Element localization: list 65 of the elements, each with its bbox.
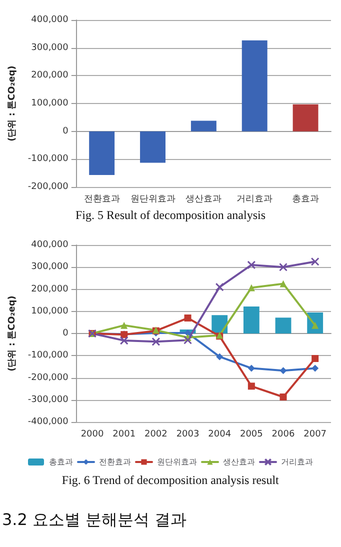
bar <box>89 131 115 176</box>
y-axis-title: (단위 : 톤CO₂eq) <box>8 296 18 372</box>
y-tick-label: 100,000 <box>31 306 69 316</box>
text: 3.2 요소별 분해분석 결과 <box>1 509 188 531</box>
point <box>248 382 255 390</box>
y-tick-label: -100,000 <box>28 350 69 361</box>
x-tick-label: 생산효과 <box>186 194 222 204</box>
point <box>248 364 255 372</box>
x-tick-label: 2004 <box>208 430 232 440</box>
x-tick-label: 2003 <box>176 430 200 440</box>
caption: Fig. 6 Trend of decomposition analysis result <box>62 473 280 487</box>
y-tick-label: 400,000 <box>31 15 69 25</box>
y-tick-label: -100,000 <box>28 154 69 164</box>
point <box>279 262 288 272</box>
legend-label: 생산효과 <box>223 458 255 466</box>
x-tick-label: 2006 <box>272 430 295 440</box>
x-tick-label: 2005 <box>240 430 263 440</box>
x-tick-label: 2000 <box>80 430 104 440</box>
point <box>312 355 319 362</box>
legend-label: 원단위효과 <box>157 458 197 466</box>
point <box>184 336 192 344</box>
point <box>310 257 320 266</box>
bar <box>243 306 260 334</box>
point <box>312 364 319 372</box>
y-axis-title: (단위 : 톤CO₂eq) <box>8 66 18 142</box>
y-tick-label: 0 <box>62 328 69 338</box>
caption: Fig. 5 Result of decomposition analysis <box>76 208 266 222</box>
point <box>152 337 160 346</box>
x-tick-label: 2001 <box>112 430 136 440</box>
point <box>280 367 287 374</box>
y-tick-label: 300,000 <box>31 42 69 53</box>
y-tick-label: 200,000 <box>31 284 69 294</box>
y-tick-label: -200,000 <box>28 372 69 383</box>
x-tick-label: 2007 <box>304 430 327 440</box>
point <box>120 322 128 329</box>
point <box>247 260 256 270</box>
y-tick-label: 0 <box>62 126 69 136</box>
y-tick-label: -400,000 <box>28 417 69 427</box>
x-tick-label: 2002 <box>144 430 168 440</box>
x-tick-label: 전환효과 <box>84 194 120 204</box>
point <box>280 394 287 400</box>
x-tick-label: 원단위효과 <box>130 194 176 204</box>
y-tick-label: -300,000 <box>28 394 69 405</box>
x-tick-label: 총효과 <box>292 194 320 204</box>
y-tick-label: 200,000 <box>31 70 69 81</box>
point <box>280 280 287 288</box>
legend-label: 총효과 <box>49 458 73 466</box>
bar <box>242 40 268 132</box>
point <box>184 330 192 337</box>
bar <box>292 104 318 132</box>
y-tick-label: 100,000 <box>31 98 69 108</box>
bar <box>275 318 292 334</box>
legend-label: 전환효과 <box>99 458 131 466</box>
bar <box>190 120 216 132</box>
y-tick-label: -200,000 <box>28 182 69 192</box>
point <box>248 284 255 292</box>
point <box>120 336 128 345</box>
bar <box>140 131 166 163</box>
point <box>215 282 224 292</box>
y-tick-label: 400,000 <box>31 240 69 250</box>
legend-label: 거리효과 <box>281 458 313 466</box>
y-tick-label: 300,000 <box>31 262 69 272</box>
point <box>184 314 192 322</box>
point <box>216 353 224 360</box>
x-tick-label: 거리효과 <box>236 194 273 204</box>
